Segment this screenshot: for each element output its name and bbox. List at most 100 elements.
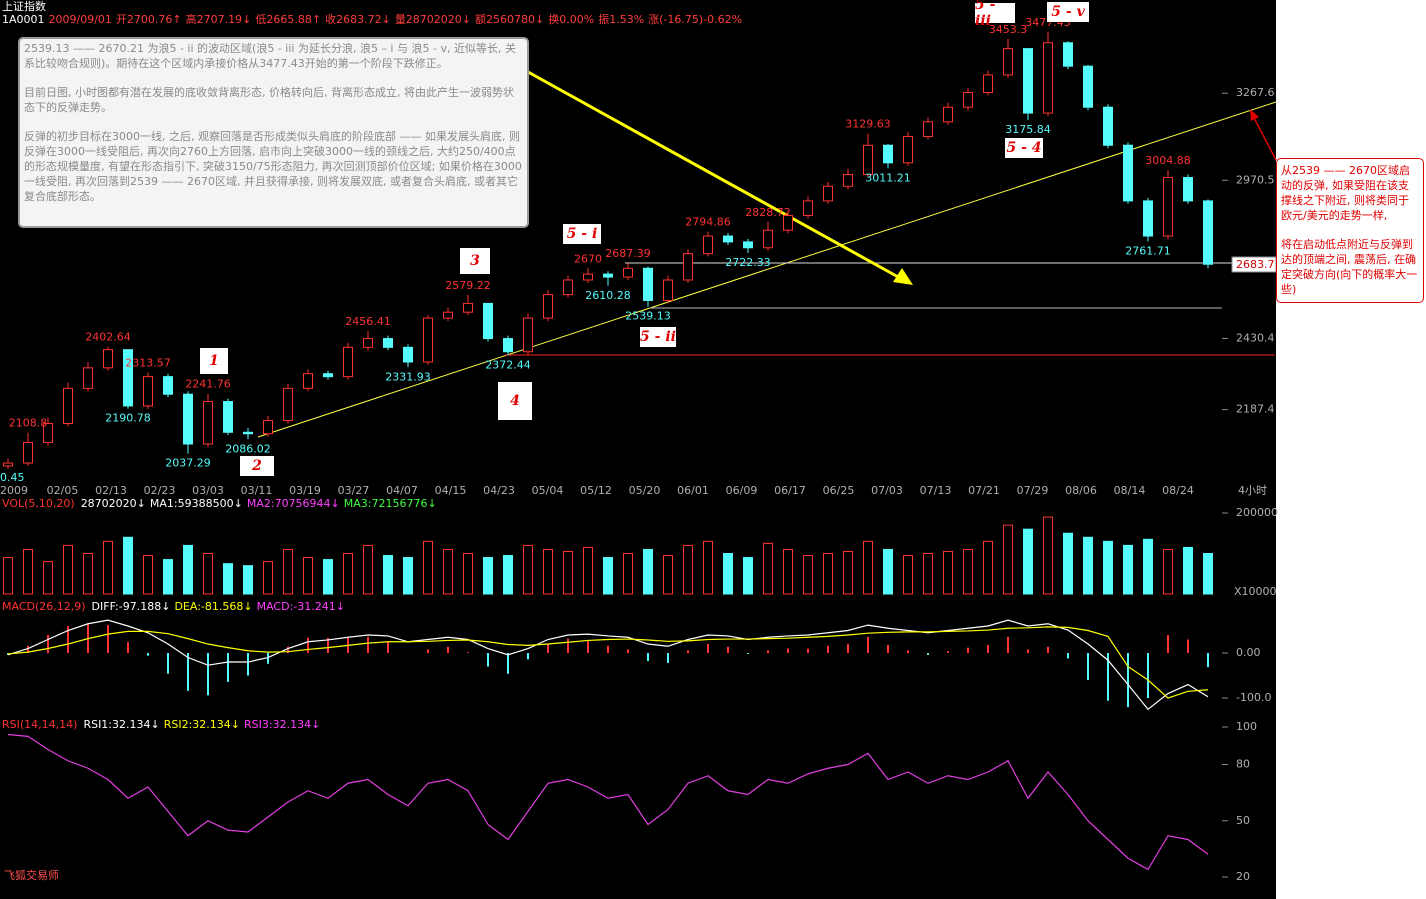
volume-bar — [283, 548, 293, 595]
y-tick-label: 3267.6 — [1236, 86, 1275, 99]
candle-body — [343, 346, 353, 378]
candle-body — [463, 302, 473, 313]
candle-body — [83, 367, 93, 389]
low-label: 2086.02 — [225, 442, 271, 455]
candle-body — [423, 317, 433, 363]
macd-bar — [167, 653, 169, 674]
y-tick-label: 20 — [1236, 870, 1250, 883]
high-label: 2670 — [574, 252, 602, 265]
candle-body — [803, 200, 813, 217]
high-label: 2241.76 — [185, 378, 231, 391]
x-tick-label: 06/17 — [774, 484, 806, 497]
volume-bar — [623, 553, 633, 595]
volume-bar — [403, 557, 413, 595]
candle-body — [303, 373, 313, 389]
candle-body — [1123, 144, 1133, 202]
candle-body — [1083, 65, 1093, 108]
x-tick-label: 05/20 — [629, 484, 661, 497]
x-tick-label: 03/03 — [192, 484, 224, 497]
legend-item: 28702020↓ — [81, 497, 146, 510]
volume-bar — [183, 544, 193, 595]
volume-bar — [763, 542, 773, 595]
high-label: 2402.64 — [85, 331, 131, 344]
quote-item: 振1.53% — [598, 12, 644, 26]
x-tick-label: 07/21 — [968, 484, 1000, 497]
volume-bar — [643, 548, 653, 595]
macd-bar — [587, 640, 589, 654]
candle-body — [823, 185, 833, 202]
quote-item: 量28702020↓ — [395, 13, 471, 26]
candle-body — [963, 92, 973, 108]
high-label: 2687.39 — [605, 247, 651, 260]
volume-bar — [1143, 538, 1153, 595]
macd-bar — [527, 653, 529, 660]
volume-bar — [663, 555, 673, 595]
volume-bar — [863, 540, 873, 595]
volume-bar — [1183, 546, 1193, 595]
forecast-arrowhead — [893, 268, 913, 285]
y-tick-label: 2970.5 — [1236, 173, 1275, 186]
volume-bar — [463, 553, 473, 595]
low-label: 3011.21 — [865, 171, 911, 184]
macd-bar — [807, 648, 809, 654]
macd-bar — [707, 644, 709, 654]
candle-body — [903, 135, 913, 164]
candle-body — [703, 235, 713, 255]
note-paragraph: 反弹的初步目标在3000一线, 之后, 观察回落是否形成类似头肩底的阶段底部 —… — [24, 130, 522, 203]
candle-body — [1023, 48, 1033, 114]
volume-bar — [23, 548, 33, 595]
macd-bar — [1127, 653, 1129, 708]
candle-body — [263, 420, 273, 435]
macd-bar — [567, 638, 569, 654]
legend-item: MA2:70756944↓ — [247, 497, 340, 510]
x-tick-label: 04/07 — [386, 484, 418, 497]
macd-bar — [667, 653, 669, 663]
macd-bar — [1007, 636, 1009, 654]
volume-bar — [803, 555, 813, 595]
candle-body — [583, 273, 593, 281]
low-label: 2372.44 — [485, 358, 531, 371]
candle-body — [243, 431, 253, 435]
volume-bar — [143, 555, 153, 595]
x-tick-label: 06/09 — [726, 484, 758, 497]
macd-line — [7, 619, 1209, 711]
period-label: 4小时 — [1238, 484, 1267, 497]
x-tick-label: 08/24 — [1162, 484, 1194, 497]
high-label: 3453.3 — [989, 23, 1028, 36]
candle-body — [1143, 200, 1153, 237]
note-paragraph: 目前日图, 小时图都有潜在发展的底收敛背离形态, 价格转向后, 背离形态成立, … — [24, 86, 514, 114]
x-tick-label: 04/23 — [483, 484, 515, 497]
volume-bar — [1003, 524, 1013, 595]
volume-bar — [983, 540, 993, 595]
y-tick-label: 2187.4 — [1236, 403, 1275, 416]
macd-bar — [1067, 653, 1069, 659]
candle-body — [223, 401, 233, 433]
volume-bar — [263, 561, 273, 595]
macd-bar — [107, 625, 109, 654]
x-tick-label: 05/12 — [580, 484, 612, 497]
macd-bar — [907, 650, 909, 654]
low-label: 2722.33 — [725, 256, 771, 269]
panel-title: MACD(26,12,9) — [2, 600, 86, 613]
wave-label: 3 — [460, 248, 490, 274]
wave-label: 5 - 4 — [1005, 138, 1043, 158]
macd-bar — [287, 646, 289, 654]
macd-bar — [1167, 635, 1169, 654]
high-label: 2108.8 — [9, 417, 48, 430]
macd-bar — [267, 653, 269, 664]
low-label: 2610.28 — [585, 289, 631, 302]
low-label: 2190.78 — [105, 412, 151, 425]
candle-body — [143, 376, 153, 407]
volume-bar — [703, 540, 713, 595]
x-tick-label: 02/05 — [47, 484, 79, 497]
quote-item: 低2665.88↑ — [255, 13, 321, 26]
volume-bar — [603, 557, 613, 595]
wave-label: 4 — [498, 382, 532, 420]
candle-body — [63, 387, 73, 424]
candle-body — [503, 338, 513, 353]
candle-body — [683, 253, 693, 281]
candle-body — [443, 311, 453, 319]
y-tick-label: 0.00 — [1236, 646, 1261, 659]
unit-label: X10000 — [1234, 585, 1277, 598]
